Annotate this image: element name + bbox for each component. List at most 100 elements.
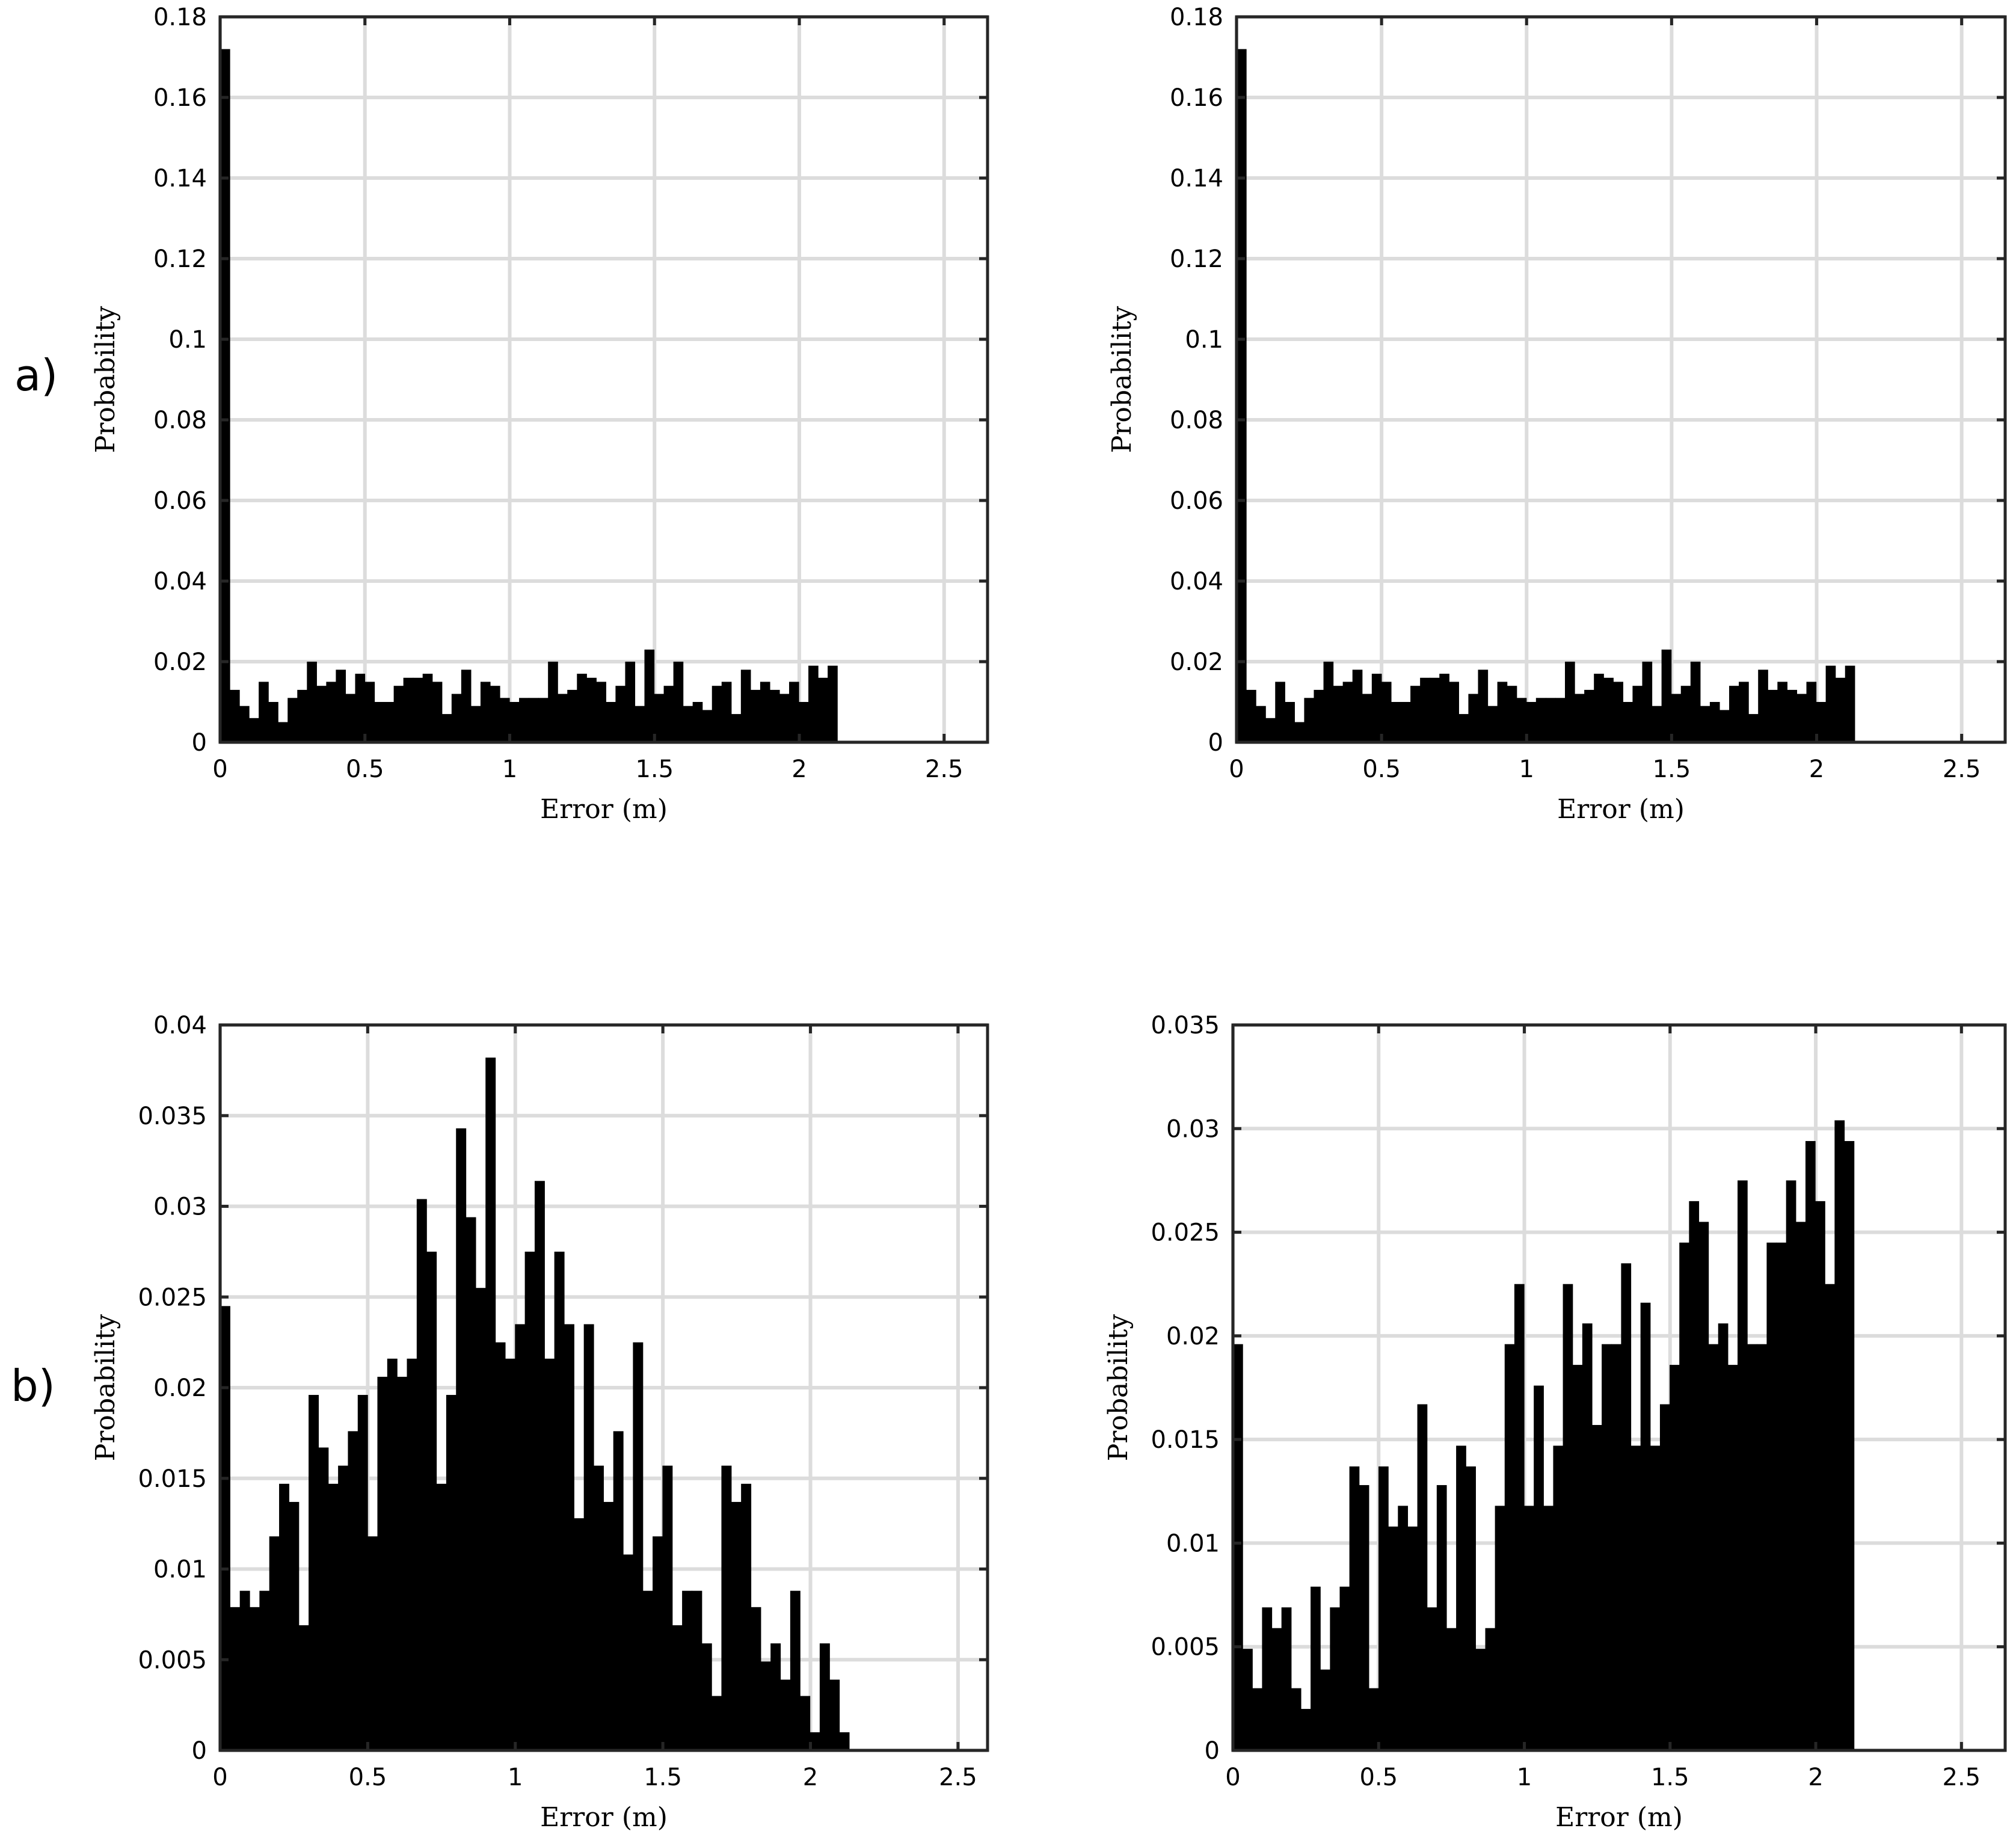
bar (1565, 662, 1575, 742)
chart-a-right: 0 0.5 1 1.5 2 2.5 0 0.02 0.04 0.06 0.08 0.1 0.12 0.14… (1107, 4, 2007, 825)
bar (1333, 686, 1344, 742)
bar (1378, 1466, 1389, 1750)
y-tick-label: 0.015 (1151, 1426, 1220, 1454)
bar (1748, 714, 1759, 742)
y-axis-label: Probability (1107, 306, 1137, 454)
bar (268, 702, 278, 742)
bar (625, 662, 636, 742)
bar (336, 669, 346, 742)
bar (1458, 714, 1469, 742)
y-tick-label: 0.01 (153, 1556, 207, 1584)
bar (499, 698, 510, 742)
bar (1300, 1709, 1311, 1750)
bar (1524, 1506, 1534, 1750)
bar (1835, 677, 1846, 742)
y-tick-label: 0.1 (1185, 326, 1223, 354)
bar (615, 686, 626, 742)
bar (1449, 682, 1459, 742)
bar (1535, 698, 1546, 742)
bar (1659, 1404, 1670, 1750)
bar (318, 1447, 329, 1750)
bar (1777, 682, 1787, 742)
y-tick-label: 0.08 (1170, 407, 1223, 434)
bar (1700, 706, 1710, 742)
bar (515, 1324, 526, 1750)
x-tick-label: 2.5 (939, 1764, 977, 1791)
bar (393, 686, 404, 742)
bar (544, 1358, 555, 1750)
bar (623, 1554, 633, 1750)
bar (1679, 1242, 1689, 1750)
bar (1709, 702, 1720, 742)
bar (1652, 706, 1662, 742)
bars (1237, 49, 1855, 743)
bar (829, 1679, 840, 1750)
bar (1342, 682, 1353, 742)
bar (328, 1483, 339, 1750)
bar (1352, 669, 1363, 742)
bar (422, 674, 433, 742)
bar (1497, 682, 1508, 742)
bar (524, 1251, 535, 1750)
bar (586, 677, 597, 742)
bar (731, 714, 742, 742)
bar (1563, 1284, 1573, 1750)
bar (1845, 665, 1855, 742)
bar (642, 1590, 653, 1750)
bar (653, 1536, 663, 1750)
bar (818, 677, 828, 742)
x-tick-label: 1 (508, 1764, 523, 1791)
y-tick-label: 0.015 (138, 1465, 207, 1493)
x-axis-label: Error (m) (540, 1802, 668, 1833)
bar (663, 686, 674, 742)
chart-b-left: 0 0.5 1 1.5 2 2.5 0 0.005 0.01 0.015 0.02 0.025 0.03… (90, 1012, 989, 1833)
bar (355, 674, 366, 742)
y-tick-label: 0.14 (1170, 165, 1223, 192)
bar (1420, 677, 1430, 742)
bar (1427, 1607, 1437, 1750)
bar (1727, 1365, 1738, 1750)
bar (1262, 1607, 1273, 1750)
bar (662, 1465, 673, 1750)
bar (1545, 698, 1556, 742)
bar (799, 702, 809, 742)
bar (1776, 1242, 1787, 1750)
bar (364, 682, 375, 742)
x-tick-label: 2 (803, 1764, 818, 1791)
y-tick-label: 0.025 (1151, 1219, 1220, 1247)
bars (220, 49, 838, 743)
bar (278, 722, 288, 742)
bar (1401, 702, 1411, 742)
bar (613, 1431, 624, 1750)
bar (1436, 1485, 1447, 1750)
x-tick-label: 1 (1517, 1764, 1532, 1791)
bar (1265, 718, 1276, 742)
bar (1271, 1628, 1282, 1750)
bar (1359, 1485, 1369, 1750)
bar (554, 1251, 565, 1750)
bar (461, 669, 472, 742)
bar (1795, 1222, 1806, 1750)
bar (1572, 1365, 1583, 1750)
y-tick-label: 0.04 (153, 568, 207, 595)
bar (230, 689, 240, 742)
bar (230, 1607, 241, 1750)
bar (480, 682, 491, 742)
plot-frame (1235, 15, 2007, 744)
bar (1575, 694, 1585, 742)
bar (1371, 674, 1382, 742)
bar (1719, 710, 1730, 742)
bar (259, 1590, 270, 1750)
bar (416, 1199, 427, 1750)
bar (1825, 665, 1836, 742)
y-tick-label: 0.04 (153, 1012, 207, 1039)
y-tick-label: 0.08 (153, 407, 207, 434)
bar (741, 1483, 752, 1750)
bar (1584, 689, 1594, 742)
bar (1534, 1385, 1544, 1750)
y-tick-label: 0 (1205, 1737, 1220, 1765)
bar (1825, 1284, 1835, 1750)
y-tick-label: 0.03 (153, 1193, 207, 1221)
bar (1485, 1628, 1496, 1750)
y-axis-label: Probability (90, 1314, 121, 1462)
